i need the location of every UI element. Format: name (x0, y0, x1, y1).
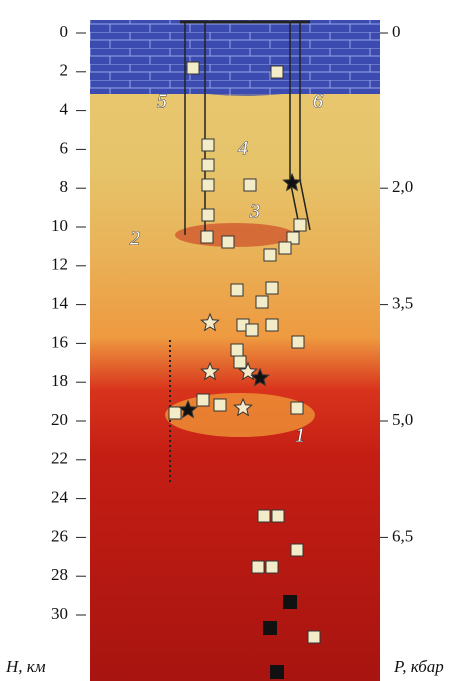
y-tick-label: 20 (51, 410, 68, 429)
star (200, 361, 220, 381)
sample (293, 218, 307, 232)
sample (290, 543, 304, 557)
y2-tick-label: 2,0 (392, 177, 413, 196)
star (233, 397, 253, 417)
sample (265, 281, 279, 295)
sample (221, 235, 235, 249)
zone-label: 6 (313, 91, 323, 113)
y-tick-label: 18 (51, 371, 68, 390)
sample (245, 323, 259, 337)
sample (186, 61, 200, 75)
y-tick-label: 24 (51, 488, 69, 507)
y-tick-label: 8 (60, 177, 69, 196)
y-tick-label: 28 (51, 565, 68, 584)
sample (255, 295, 269, 309)
star (238, 361, 258, 381)
y-tick-label: 0 (60, 22, 69, 41)
sample-dark (270, 665, 284, 679)
sample (200, 230, 214, 244)
y2-tick-label: 5,0 (392, 410, 413, 429)
sample (251, 560, 265, 574)
y-tick-label: 2 (60, 61, 69, 80)
sample (307, 630, 321, 644)
y-tick-label: 30 (51, 604, 68, 623)
hot-zone (165, 393, 315, 437)
star (178, 399, 198, 419)
y2-tick-label: 3,5 (392, 294, 413, 313)
sample (201, 208, 215, 222)
zone-label: 4 (238, 138, 248, 160)
sample (243, 178, 257, 192)
y2-tick-label: 6,5 (392, 526, 413, 545)
sample (278, 241, 292, 255)
sample (213, 398, 227, 412)
y-tick-label: 4 (60, 100, 69, 119)
y-tick-label: 12 (51, 255, 68, 274)
sample-dark (263, 621, 277, 635)
zone-label: 5 (157, 91, 167, 113)
y-tick-label: 10 (51, 216, 68, 235)
sample (201, 158, 215, 172)
sample (263, 248, 277, 262)
sample (168, 406, 182, 420)
sample (271, 509, 285, 523)
y-tick-label: 22 (51, 449, 68, 468)
sample (230, 283, 244, 297)
sample (233, 355, 247, 369)
y-tick-label: 16 (51, 332, 68, 351)
sample (201, 178, 215, 192)
sample (230, 343, 244, 357)
y-tick-label: 14 (51, 294, 69, 313)
axis-title: H, км (5, 657, 46, 676)
axis-title: P, кбар (393, 657, 444, 676)
sample (286, 231, 300, 245)
y-tick-label: 26 (51, 526, 68, 545)
star (282, 172, 302, 192)
sample (265, 560, 279, 574)
sample (201, 138, 215, 152)
zone-label: 3 (249, 201, 260, 223)
melt-zone (175, 223, 295, 247)
sample (291, 335, 305, 349)
zone-label: 2 (130, 228, 140, 250)
star (200, 312, 220, 332)
sample-dark (283, 595, 297, 609)
sample (257, 509, 271, 523)
zone-label: 1 (295, 425, 305, 447)
y-tick-label: 6 (60, 138, 69, 157)
star (250, 367, 270, 387)
sample (270, 65, 284, 79)
y2-tick-label: 0 (392, 22, 401, 41)
sample (265, 318, 279, 332)
sample (196, 393, 210, 407)
sample (290, 401, 304, 415)
